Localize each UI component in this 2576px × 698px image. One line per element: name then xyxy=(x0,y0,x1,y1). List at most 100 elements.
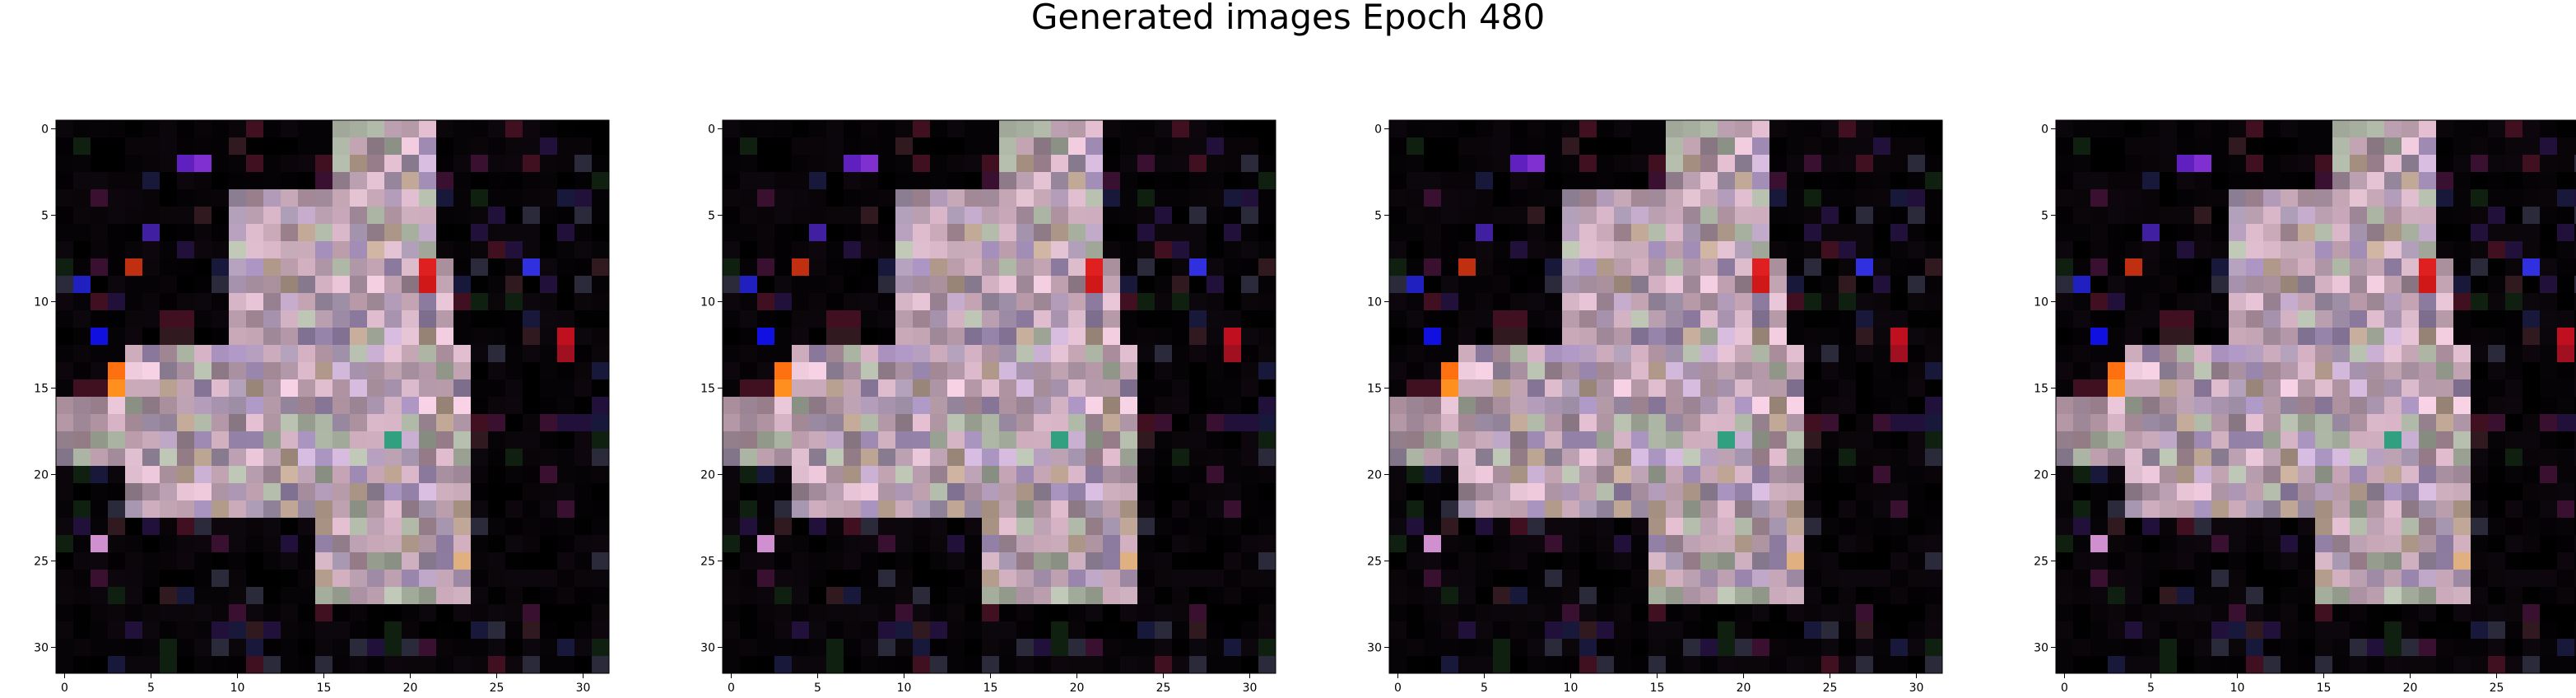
image-pixel xyxy=(281,466,299,484)
image-pixel xyxy=(108,483,126,501)
image-pixel xyxy=(1562,466,1580,484)
image-pixel xyxy=(1718,483,1736,501)
image-pixel xyxy=(523,397,541,415)
image-pixel xyxy=(402,570,420,588)
image-pixel xyxy=(1769,397,1788,415)
image-pixel xyxy=(2332,483,2350,501)
image-pixel xyxy=(2384,120,2402,138)
image-pixel xyxy=(1137,276,1155,294)
image-pixel xyxy=(1666,241,1684,259)
image-pixel xyxy=(229,258,247,277)
image-pixel xyxy=(56,258,74,277)
image-pixel xyxy=(2436,241,2454,259)
image-pixel xyxy=(2332,120,2350,138)
image-pixel xyxy=(878,535,896,553)
image-pixel xyxy=(1224,379,1242,398)
image-pixel xyxy=(1476,552,1494,570)
image-pixel xyxy=(402,552,420,570)
image-pixel xyxy=(212,449,230,467)
image-pixel xyxy=(1424,449,1442,467)
image-pixel xyxy=(2488,587,2506,605)
image-pixel xyxy=(2523,345,2541,363)
image-pixel xyxy=(2177,328,2195,346)
image-pixel xyxy=(384,345,402,363)
image-pixel xyxy=(1172,449,1190,467)
image-pixel xyxy=(1224,431,1242,449)
image-pixel xyxy=(2090,604,2109,622)
image-pixel xyxy=(2557,639,2575,657)
image-pixel xyxy=(2073,137,2091,156)
image-pixel xyxy=(436,431,454,449)
image-pixel xyxy=(2315,137,2333,156)
image-pixel xyxy=(1155,431,1173,449)
image-pixel xyxy=(1597,656,1615,674)
image-pixel xyxy=(1579,120,1597,138)
image-pixel xyxy=(878,414,896,432)
image-pixel xyxy=(367,241,385,259)
image-pixel xyxy=(108,656,126,674)
image-pixel xyxy=(592,310,610,328)
image-pixel xyxy=(2142,276,2160,294)
image-pixel xyxy=(965,224,983,242)
image-pixel xyxy=(1458,604,1476,622)
image-pixel xyxy=(350,207,368,225)
generated-image xyxy=(56,120,610,674)
image-pixel xyxy=(757,345,775,363)
image-pixel xyxy=(2125,310,2143,328)
image-pixel xyxy=(91,362,109,380)
image-pixel xyxy=(384,310,402,328)
image-pixel xyxy=(229,189,247,207)
image-pixel xyxy=(826,258,844,277)
image-pixel xyxy=(1631,483,1649,501)
image-pixel xyxy=(1700,483,1718,501)
image-pixel xyxy=(2142,293,2160,311)
image-pixel xyxy=(809,431,827,449)
image-pixel xyxy=(1476,483,1494,501)
image-pixel xyxy=(1258,207,1276,225)
image-pixel xyxy=(298,137,316,156)
image-pixel xyxy=(540,621,558,640)
image-pixel xyxy=(1441,466,1459,484)
image-pixel xyxy=(471,258,489,277)
image-pixel xyxy=(2160,293,2178,311)
image-pixel xyxy=(1735,189,1753,207)
image-pixel xyxy=(1856,483,1874,501)
image-pixel xyxy=(2419,431,2437,449)
image-pixel xyxy=(2298,431,2316,449)
image-pixel xyxy=(809,466,827,484)
image-pixel xyxy=(2505,120,2523,138)
image-pixel xyxy=(2056,310,2074,328)
image-pixel xyxy=(263,379,281,398)
image-pixel xyxy=(419,552,437,570)
image-pixel xyxy=(505,155,523,173)
image-pixel xyxy=(56,431,74,449)
image-pixel xyxy=(108,155,126,173)
image-pixel xyxy=(1873,621,1891,640)
image-pixel xyxy=(1189,466,1207,484)
image-pixel xyxy=(73,431,91,449)
image-pixel xyxy=(91,656,109,674)
image-pixel xyxy=(895,621,914,640)
image-pixel xyxy=(930,639,948,657)
image-pixel xyxy=(367,172,385,190)
image-pixel xyxy=(947,293,965,311)
image-pixel xyxy=(826,570,844,588)
image-pixel xyxy=(574,639,593,657)
image-pixel xyxy=(2263,466,2281,484)
image-pixel xyxy=(1700,345,1718,363)
image-pixel xyxy=(436,518,454,536)
image-pixel xyxy=(1068,345,1086,363)
image-pixel xyxy=(1579,552,1597,570)
image-pixel xyxy=(792,656,810,674)
image-pixel xyxy=(999,345,1017,363)
image-pixel xyxy=(2540,535,2558,553)
image-pixel xyxy=(384,120,402,138)
image-pixel xyxy=(2367,310,2385,328)
image-pixel xyxy=(2142,483,2160,501)
image-pixel xyxy=(1648,137,1667,156)
image-pixel xyxy=(1137,639,1155,657)
image-pixel xyxy=(229,414,247,432)
image-pixel xyxy=(1597,431,1615,449)
image-pixel xyxy=(930,276,948,294)
image-pixel xyxy=(1120,276,1138,294)
